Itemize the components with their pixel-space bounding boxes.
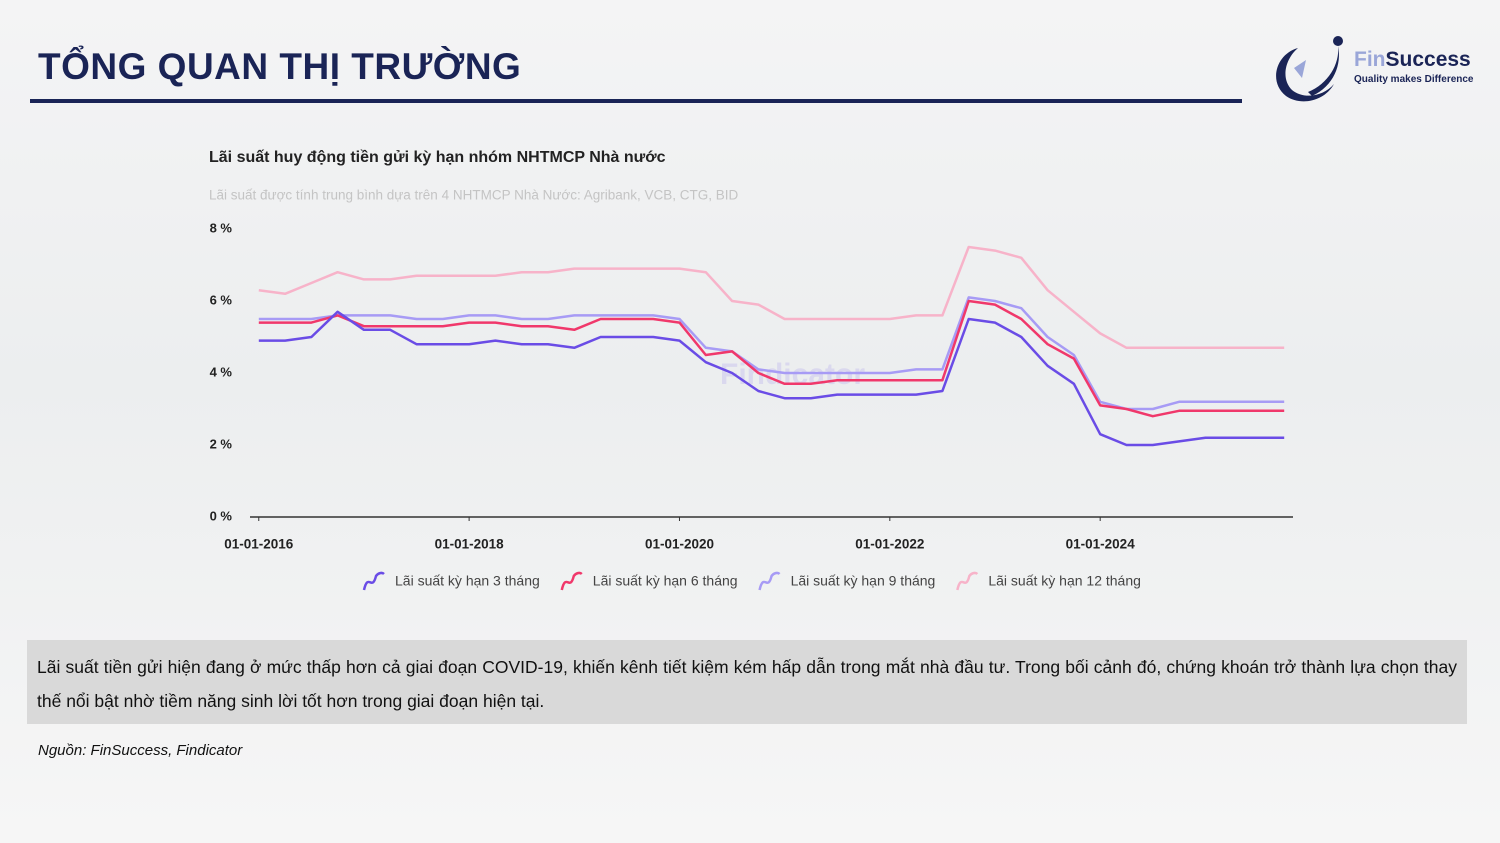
- legend-icon: [758, 571, 781, 591]
- chart-subtitle: Lãi suất được tính trung bình dựa trên 4…: [209, 188, 739, 203]
- watermark: Findicator: [720, 358, 865, 391]
- slide-title: TỔNG QUAN THỊ TRƯỜNG: [38, 46, 522, 87]
- x-tick-label: 01-01-2016: [224, 537, 294, 552]
- legend-label: Lãi suất kỳ hạn 12 tháng: [988, 573, 1141, 589]
- legend-icon: [560, 571, 583, 591]
- series-line: [258, 310, 1285, 447]
- y-tick-label: 2 %: [210, 436, 233, 451]
- x-tick-label: 01-01-2018: [435, 537, 505, 552]
- x-tick-label: 01-01-2020: [645, 537, 714, 552]
- logo: FinSuccess Quality makes Difference: [1268, 34, 1478, 108]
- y-tick-label: 0 %: [210, 508, 233, 523]
- legend-label: Lãi suất kỳ hạn 9 tháng: [791, 573, 936, 589]
- logo-name: FinSuccess: [1354, 48, 1471, 72]
- legend-icon: [362, 571, 385, 591]
- chart-title: Lãi suất huy động tiền gửi kỳ hạn nhóm N…: [209, 149, 666, 166]
- logo-tagline: Quality makes Difference: [1354, 74, 1474, 85]
- legend-label: Lãi suất kỳ hạn 3 tháng: [395, 573, 540, 589]
- logo-name-part: Success: [1385, 48, 1471, 71]
- series-line: [258, 296, 1285, 411]
- source: Nguồn: FinSuccess, Findicator: [38, 742, 243, 759]
- series-line: [258, 245, 1285, 350]
- x-tick-label: 01-01-2022: [855, 537, 924, 552]
- y-tick-label: 8 %: [210, 220, 233, 235]
- series-line: [258, 299, 1285, 418]
- chart: Lãi suất huy động tiền gửi kỳ hạn nhóm N…: [209, 149, 1293, 591]
- title-rule: [30, 99, 1242, 103]
- legend-label: Lãi suất kỳ hạn 6 tháng: [593, 573, 738, 589]
- logo-mark: [1276, 36, 1343, 102]
- y-tick-label: 4 %: [210, 364, 233, 379]
- note: Lãi suất tiền gửi hiện đang ở mức thấp h…: [27, 640, 1467, 724]
- logo-name-part: Fin: [1354, 48, 1386, 71]
- y-tick-label: 6 %: [210, 292, 233, 307]
- legend-icon: [956, 571, 979, 591]
- x-tick-label: 01-01-2024: [1066, 537, 1136, 552]
